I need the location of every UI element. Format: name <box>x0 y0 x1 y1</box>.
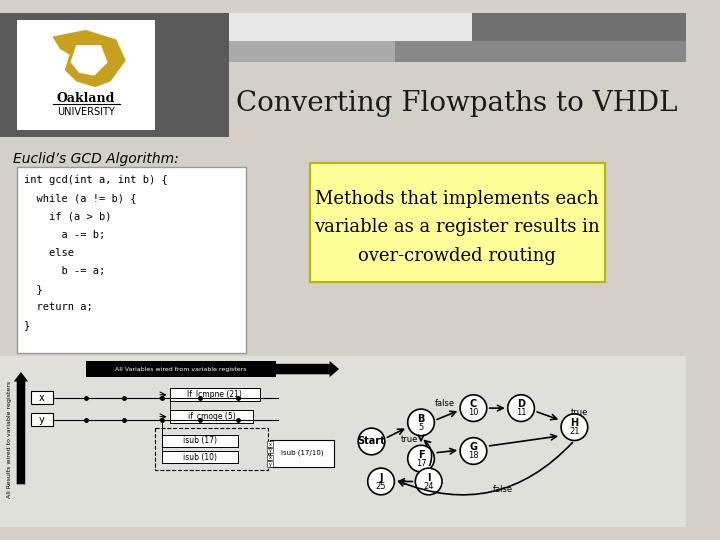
Text: H: H <box>570 418 578 428</box>
Circle shape <box>460 395 487 421</box>
Bar <box>266 462 274 467</box>
Text: y: y <box>39 415 45 424</box>
Text: 11: 11 <box>516 408 526 417</box>
Text: If_Icmpne (21): If_Icmpne (21) <box>187 390 242 399</box>
Text: isub (10): isub (10) <box>183 453 217 462</box>
Text: Euclid’s GCD Algorithm:: Euclid’s GCD Algorithm: <box>14 152 179 166</box>
Bar <box>162 435 238 447</box>
Text: Methods that implements each: Methods that implements each <box>315 190 599 207</box>
Text: 21: 21 <box>569 428 580 436</box>
Text: Start: Start <box>358 436 385 447</box>
Text: J: J <box>379 472 383 483</box>
Text: over-crowded routing: over-crowded routing <box>359 247 556 265</box>
Text: 24: 24 <box>423 482 434 491</box>
Text: y: y <box>269 448 271 453</box>
Text: y: y <box>269 462 271 467</box>
Bar <box>266 448 274 454</box>
Text: int gcd(int a, int b) {: int gcd(int a, int b) { <box>24 176 168 185</box>
Text: 5: 5 <box>418 423 423 431</box>
Circle shape <box>561 414 588 441</box>
Bar <box>0 137 686 356</box>
Bar <box>169 410 253 423</box>
Text: true: true <box>401 435 418 444</box>
Text: true: true <box>570 408 588 417</box>
Text: if (a > b): if (a > b) <box>24 212 112 221</box>
Bar <box>472 13 686 42</box>
Circle shape <box>408 446 434 472</box>
Text: while (a != b) {: while (a != b) { <box>24 193 136 204</box>
Text: All Variables wired from variable registers: All Variables wired from variable regist… <box>115 367 247 372</box>
Text: F: F <box>418 450 424 460</box>
Bar <box>395 42 686 62</box>
Polygon shape <box>71 45 108 76</box>
Text: isub (17/10): isub (17/10) <box>281 450 323 456</box>
Text: x: x <box>269 455 271 460</box>
FancyArrow shape <box>274 361 339 377</box>
Circle shape <box>358 428 384 455</box>
Bar <box>229 62 686 137</box>
Text: variable as a register results in: variable as a register results in <box>315 218 600 236</box>
Text: Oakland: Oakland <box>57 92 115 105</box>
Bar <box>229 42 395 62</box>
Bar <box>86 361 276 377</box>
Text: }: } <box>24 284 42 294</box>
Text: C: C <box>470 399 477 409</box>
Bar <box>266 455 274 460</box>
Bar <box>229 13 472 42</box>
Text: return a;: return a; <box>24 302 93 312</box>
Text: isub (17): isub (17) <box>183 436 217 446</box>
Circle shape <box>460 437 487 464</box>
Text: All Results wired to variable registers: All Results wired to variable registers <box>7 381 12 498</box>
Bar <box>17 167 246 353</box>
Text: G: G <box>469 442 477 452</box>
Bar <box>32 413 53 426</box>
Text: if_cmoge (5): if_cmoge (5) <box>188 412 235 421</box>
Text: D: D <box>517 399 525 409</box>
Text: false: false <box>435 399 455 408</box>
Text: B: B <box>418 414 425 423</box>
Text: false: false <box>493 484 513 494</box>
Circle shape <box>368 468 395 495</box>
Text: UNIVERSITY: UNIVERSITY <box>57 107 114 117</box>
Text: b -= a;: b -= a; <box>24 266 105 276</box>
Bar <box>0 13 229 137</box>
Text: else: else <box>24 248 74 258</box>
Text: x: x <box>39 393 45 403</box>
Bar <box>266 442 274 447</box>
Bar <box>32 391 53 404</box>
Text: a -= b;: a -= b; <box>24 230 105 240</box>
Text: 17: 17 <box>415 459 426 468</box>
Polygon shape <box>53 30 126 87</box>
Text: I: I <box>427 472 431 483</box>
Bar <box>310 163 605 282</box>
Bar <box>156 428 268 470</box>
Bar <box>269 440 334 467</box>
FancyArrow shape <box>14 372 28 484</box>
Circle shape <box>415 468 442 495</box>
Bar <box>169 388 260 401</box>
Text: x: x <box>269 442 271 447</box>
Bar <box>0 356 686 527</box>
Text: 25: 25 <box>376 482 386 491</box>
Text: 18: 18 <box>468 451 479 460</box>
Text: 10: 10 <box>468 408 479 417</box>
Bar <box>162 451 238 463</box>
Text: Converting Flowpaths to VHDL: Converting Flowpaths to VHDL <box>236 90 678 117</box>
Circle shape <box>508 395 534 421</box>
Text: }: } <box>24 320 30 330</box>
Bar <box>17 21 156 130</box>
Circle shape <box>408 409 434 436</box>
